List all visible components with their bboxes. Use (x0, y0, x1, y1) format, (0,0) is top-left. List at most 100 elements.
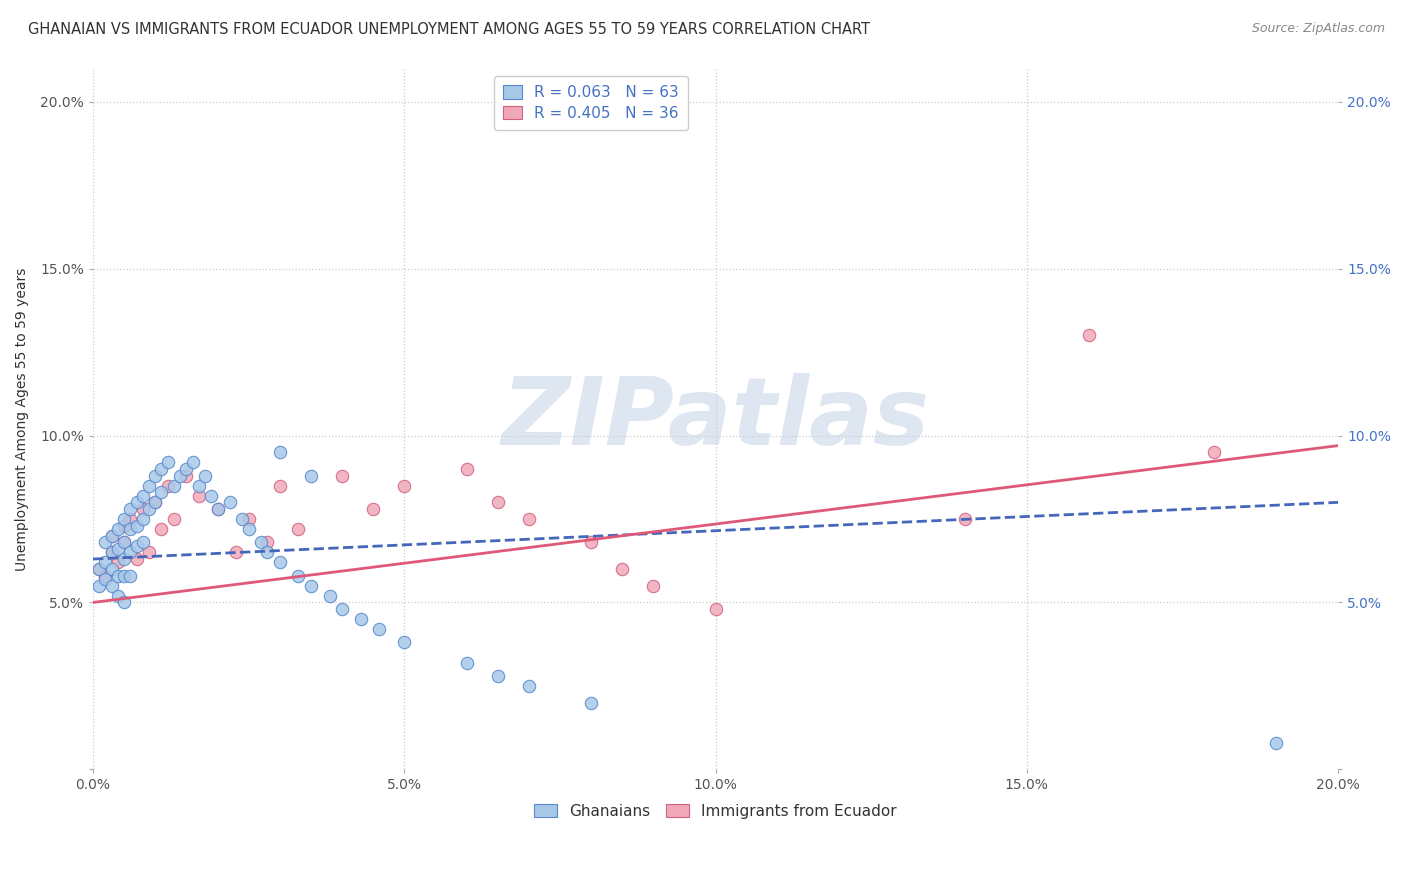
Point (94, 535, 117, 549)
Point (361, 502, 384, 516)
Point (330, 468, 353, 483)
Point (132, 512, 155, 526)
Point (1078, 328, 1101, 343)
Point (120, 545, 142, 559)
Point (143, 495, 166, 509)
Point (176, 468, 198, 483)
Point (112, 552, 135, 566)
Point (125, 552, 148, 566)
Point (456, 656, 478, 670)
Point (112, 512, 135, 526)
Point (169, 468, 191, 483)
Point (704, 602, 727, 616)
Point (89, 562, 111, 576)
Point (132, 535, 155, 549)
Point (89, 579, 111, 593)
Point (125, 495, 148, 509)
Legend: Ghanaians, Immigrants from Ecuador: Ghanaians, Immigrants from Ecuador (529, 797, 903, 825)
Point (318, 589, 340, 603)
Point (100, 579, 122, 593)
Point (132, 502, 155, 516)
Point (207, 502, 229, 516)
Point (269, 445, 291, 459)
Point (112, 595, 135, 609)
Point (89, 562, 111, 576)
Point (94, 568, 117, 582)
Point (269, 478, 291, 492)
Point (112, 568, 135, 582)
Point (156, 478, 179, 492)
Point (125, 518, 148, 533)
Point (207, 502, 229, 516)
Point (299, 468, 322, 483)
Point (120, 502, 142, 516)
Point (231, 512, 253, 526)
Point (112, 535, 135, 549)
Point (100, 529, 122, 543)
Point (287, 522, 309, 536)
Point (225, 545, 247, 559)
Point (112, 535, 135, 549)
Point (163, 512, 186, 526)
Point (120, 568, 142, 582)
Text: ZIPatlas: ZIPatlas (502, 373, 929, 465)
Point (486, 495, 509, 509)
Point (138, 545, 160, 559)
Point (176, 462, 198, 476)
Point (238, 522, 260, 536)
Point (156, 455, 179, 469)
Point (394, 635, 416, 649)
Text: GHANAIAN VS IMMIGRANTS FROM ECUADOR UNEMPLOYMENT AMONG AGES 55 TO 59 YEARS CORRE: GHANAIAN VS IMMIGRANTS FROM ECUADOR UNEM… (28, 22, 870, 37)
Point (1202, 445, 1225, 459)
Point (163, 478, 186, 492)
Point (256, 545, 278, 559)
Point (394, 478, 416, 492)
Point (238, 512, 260, 526)
Point (107, 555, 129, 569)
Point (107, 589, 129, 603)
Point (219, 495, 242, 509)
Point (579, 696, 602, 710)
Point (287, 568, 309, 582)
Point (456, 462, 478, 476)
Point (256, 535, 278, 549)
Point (517, 679, 540, 693)
Point (120, 512, 142, 526)
Point (143, 495, 166, 509)
Point (100, 529, 122, 543)
Point (125, 539, 148, 553)
Point (330, 602, 353, 616)
Point (269, 555, 291, 569)
Point (94, 555, 117, 569)
Point (107, 522, 129, 536)
Point (150, 462, 173, 476)
Point (612, 562, 634, 576)
Point (107, 542, 129, 557)
Point (120, 522, 142, 536)
Point (579, 535, 602, 549)
Text: Source: ZipAtlas.com: Source: ZipAtlas.com (1251, 22, 1385, 36)
Point (112, 518, 135, 533)
Point (200, 489, 222, 503)
Point (132, 489, 155, 503)
Point (250, 535, 273, 549)
Point (1264, 736, 1286, 750)
Point (517, 512, 540, 526)
Point (350, 612, 373, 626)
Point (138, 502, 160, 516)
Point (138, 478, 160, 492)
Point (143, 468, 166, 483)
Point (953, 512, 976, 526)
Point (187, 489, 209, 503)
Point (187, 478, 209, 492)
Point (100, 545, 122, 559)
Point (368, 622, 391, 636)
Point (299, 579, 322, 593)
Point (486, 669, 509, 683)
Point (107, 568, 129, 582)
Point (150, 522, 173, 536)
Point (643, 579, 665, 593)
Point (100, 545, 122, 559)
Y-axis label: Unemployment Among Ages 55 to 59 years: Unemployment Among Ages 55 to 59 years (15, 268, 30, 571)
Point (194, 468, 217, 483)
